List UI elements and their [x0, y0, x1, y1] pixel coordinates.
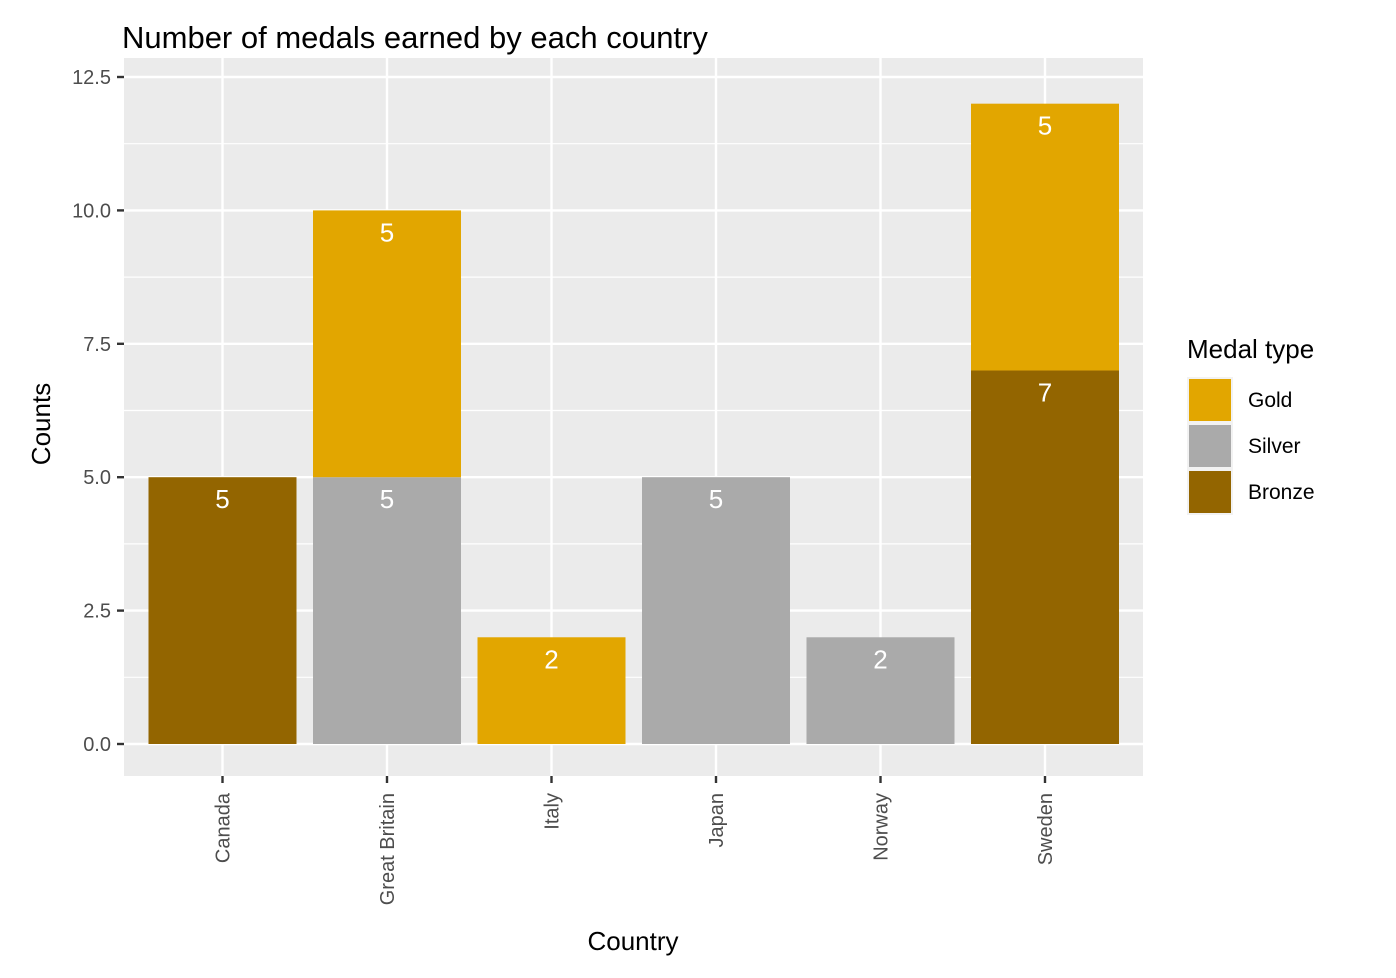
bar-gold — [313, 210, 461, 478]
y-axis-title: Counts — [26, 383, 56, 465]
bars — [148, 103, 1119, 744]
bar-gold — [477, 637, 626, 744]
y-tick-label: 2.5 — [83, 601, 111, 623]
x-tick-label: Canada — [213, 792, 235, 863]
bar-gold — [971, 103, 1119, 371]
legend: Medal type Gold Silver Bronze — [1187, 334, 1315, 515]
x-tick-label: Japan — [706, 793, 728, 848]
bar-value-label: 5 — [1038, 111, 1052, 141]
x-tick-label: Norway — [871, 793, 893, 861]
legend-label: Gold — [1248, 389, 1292, 412]
x-tick-label: Sweden — [1035, 793, 1057, 865]
chart-title: Number of medals earned by each country — [122, 20, 708, 55]
bar-bronze — [148, 477, 297, 744]
x-tick-label: Great Britain — [377, 793, 399, 905]
bar-value-label: 5 — [380, 217, 394, 247]
legend-title: Medal type — [1187, 334, 1314, 364]
bar-bronze — [971, 370, 1119, 744]
legend-swatch-bronze — [1189, 471, 1231, 513]
y-tick-label: 0.0 — [83, 734, 111, 756]
bar-silver — [642, 477, 790, 744]
bar-value-label: 5 — [380, 484, 394, 514]
bar-value-label: 2 — [544, 644, 558, 674]
axes: 0.0 2.5 5.0 7.5 10.0 12.5 Canada Great Britain I… — [72, 67, 1057, 905]
legend-swatch-silver — [1189, 425, 1231, 467]
y-tick-label: 5.0 — [83, 467, 111, 489]
x-tick-label: Italy — [542, 793, 564, 830]
bar-silver — [313, 477, 461, 744]
y-tick-label: 10.0 — [72, 200, 111, 222]
bar-value-label: 7 — [1038, 377, 1052, 407]
bar-value-label: 5 — [709, 484, 723, 514]
bar-value-label: 5 — [215, 484, 229, 514]
legend-label: Silver — [1248, 435, 1301, 458]
legend-swatch-gold — [1189, 379, 1231, 421]
x-axis-title: Country — [587, 926, 678, 956]
y-tick-label: 12.5 — [72, 67, 111, 89]
y-tick-label: 7.5 — [83, 334, 111, 356]
bar-silver — [806, 637, 955, 744]
legend-label: Bronze — [1248, 481, 1315, 504]
bar-labels: 5 5 5 2 5 2 7 5 — [215, 111, 1052, 675]
bar-value-label: 2 — [873, 644, 887, 674]
